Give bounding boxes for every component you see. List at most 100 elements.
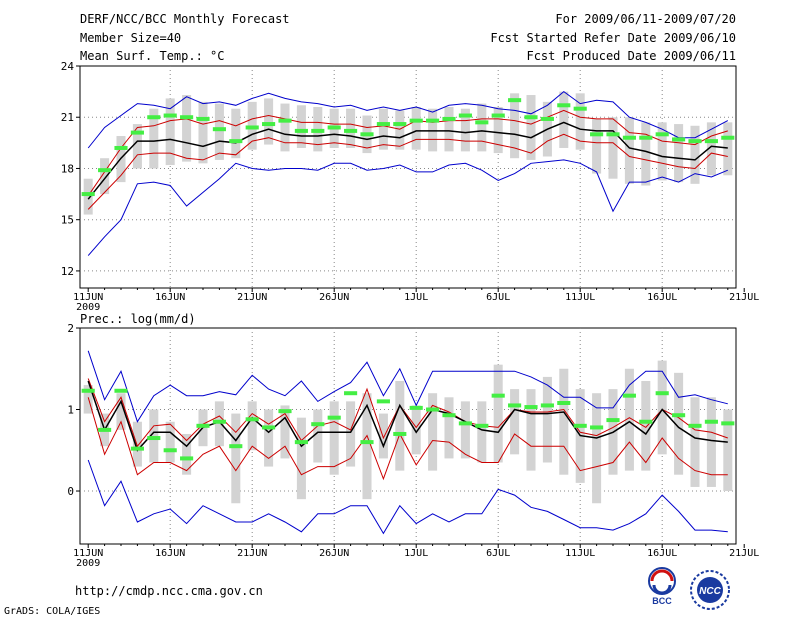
temp-spread-box: [641, 122, 651, 186]
temp-reference-mark: [229, 139, 243, 144]
prec-xtick-label: 11JUL: [565, 548, 595, 559]
temp-xtick-label: 16JUL: [647, 292, 677, 303]
prec-reference-mark: [278, 409, 292, 414]
temp-spread-box: [526, 95, 536, 160]
temp-spread-box: [411, 106, 421, 150]
temp-spread-box: [460, 108, 470, 152]
prec-reference-mark: [130, 446, 144, 451]
prec-spread-box: [346, 401, 356, 467]
temp-spread-box: [559, 91, 569, 148]
prec-reference-mark: [590, 425, 604, 430]
temp-spread-box: [624, 117, 634, 184]
temp-spread-box: [674, 124, 684, 183]
temp-spread-box: [723, 122, 733, 176]
prec-spread-box: [444, 397, 454, 459]
prec-spread-box: [641, 380, 651, 471]
prec-reference-mark: [327, 415, 341, 420]
fcst-started-date: Fcst Started Refer Date 2009/06/10: [490, 31, 736, 45]
temp-reference-mark: [704, 139, 718, 144]
prec-reference-mark: [360, 440, 374, 445]
prec-ytick-label: 1: [67, 404, 74, 417]
temp-reference-mark: [475, 120, 489, 125]
prec-xtick-label: 21JUN: [237, 548, 267, 559]
temp-reference-mark: [180, 115, 194, 120]
temp-reference-mark: [524, 115, 538, 120]
temp-spread-box: [296, 105, 306, 148]
prec-reference-mark: [229, 444, 243, 449]
temp-reference-mark: [540, 116, 554, 121]
temp-reference-mark: [130, 130, 144, 135]
temp-spread-box: [493, 106, 503, 154]
prec-xtick-label: 1JUL: [404, 548, 428, 559]
temp-spread-box: [182, 95, 192, 162]
prec-spread-box: [214, 401, 224, 447]
prec-line-min: [87, 459, 728, 535]
temp-reference-mark: [491, 113, 505, 118]
prec-reference-mark: [163, 448, 177, 453]
prec-spread-box: [378, 413, 388, 459]
temp-spread-box: [706, 122, 716, 176]
forecast-period: For 2009/06/11-2009/07/20: [555, 12, 736, 26]
prec-reference-mark: [639, 419, 653, 424]
temp-reference-mark: [393, 122, 407, 127]
temp-reference-mark: [81, 192, 95, 197]
temp-ytick-label: 15: [61, 214, 74, 227]
temp-xtick-label: 16JUN: [155, 292, 185, 303]
temp-reference-mark: [655, 132, 669, 137]
source-url[interactable]: http://cmdp.ncc.cma.gov.cn: [75, 584, 263, 598]
prec-reference-mark: [294, 440, 308, 445]
temp-spread-box: [214, 103, 224, 160]
prec-spread-box: [428, 393, 438, 471]
prec-reference-mark: [180, 456, 194, 461]
prec-spread-box: [542, 376, 552, 463]
grads-credit: GrADS: COLA/IGES: [4, 606, 101, 617]
temp-spread-box: [477, 103, 487, 152]
temp-reference-mark: [311, 128, 325, 133]
temp-line-min: [87, 159, 728, 256]
temp-reference-mark: [245, 125, 259, 130]
temp-ytick-label: 18: [61, 162, 74, 175]
temp-reference-mark: [163, 113, 177, 118]
member-size: Member Size=40: [80, 31, 182, 45]
prec-line-lower: [87, 397, 728, 481]
temp-ytick-label: 12: [61, 265, 74, 278]
temp-spread-box: [657, 122, 667, 181]
prec-reference-mark: [688, 423, 702, 428]
prec-reference-mark: [557, 400, 571, 405]
temp-spread-box: [575, 93, 585, 150]
ncc-logo-label: NCC: [699, 586, 721, 597]
temp-reference-mark: [426, 118, 440, 123]
prec-xtick-label: 16JUL: [647, 548, 677, 559]
temp-reference-mark: [672, 137, 686, 142]
prec-reference-mark: [573, 423, 587, 428]
prec-reference-mark: [458, 421, 472, 426]
temp-reference-mark: [196, 116, 210, 121]
temp-spread-box: [444, 106, 454, 152]
bottom-panel-variable: Prec.: log(mm/d): [80, 312, 196, 326]
temp-spread-box: [608, 117, 618, 179]
prec-reference-mark: [622, 393, 636, 398]
ncc-logo: NCC: [690, 570, 730, 610]
temp-line-mean: [87, 121, 728, 200]
temp-spread-box: [231, 108, 241, 159]
temp-spread-box: [100, 158, 110, 195]
temp-spread-box: [198, 101, 208, 164]
prec-spread-box: [182, 433, 192, 475]
prec-reference-mark: [196, 423, 210, 428]
prec-reference-mark: [672, 413, 686, 418]
temp-spread-box: [592, 118, 602, 174]
prec-reference-mark: [114, 388, 128, 393]
prec-spread-box: [493, 364, 503, 463]
temp-reference-mark: [327, 125, 341, 130]
prec-line-upper: [87, 378, 728, 448]
prec-spread-box: [247, 401, 257, 451]
prec-frame: [79, 327, 737, 545]
prec-spread-box: [559, 368, 569, 475]
temp-frame: [79, 65, 737, 289]
temp-reference-mark: [573, 106, 587, 111]
prec-spread-box: [165, 421, 175, 463]
prec-spread-box: [264, 409, 274, 467]
prec-reference-mark: [491, 393, 505, 398]
prec-spread-box: [690, 397, 700, 487]
